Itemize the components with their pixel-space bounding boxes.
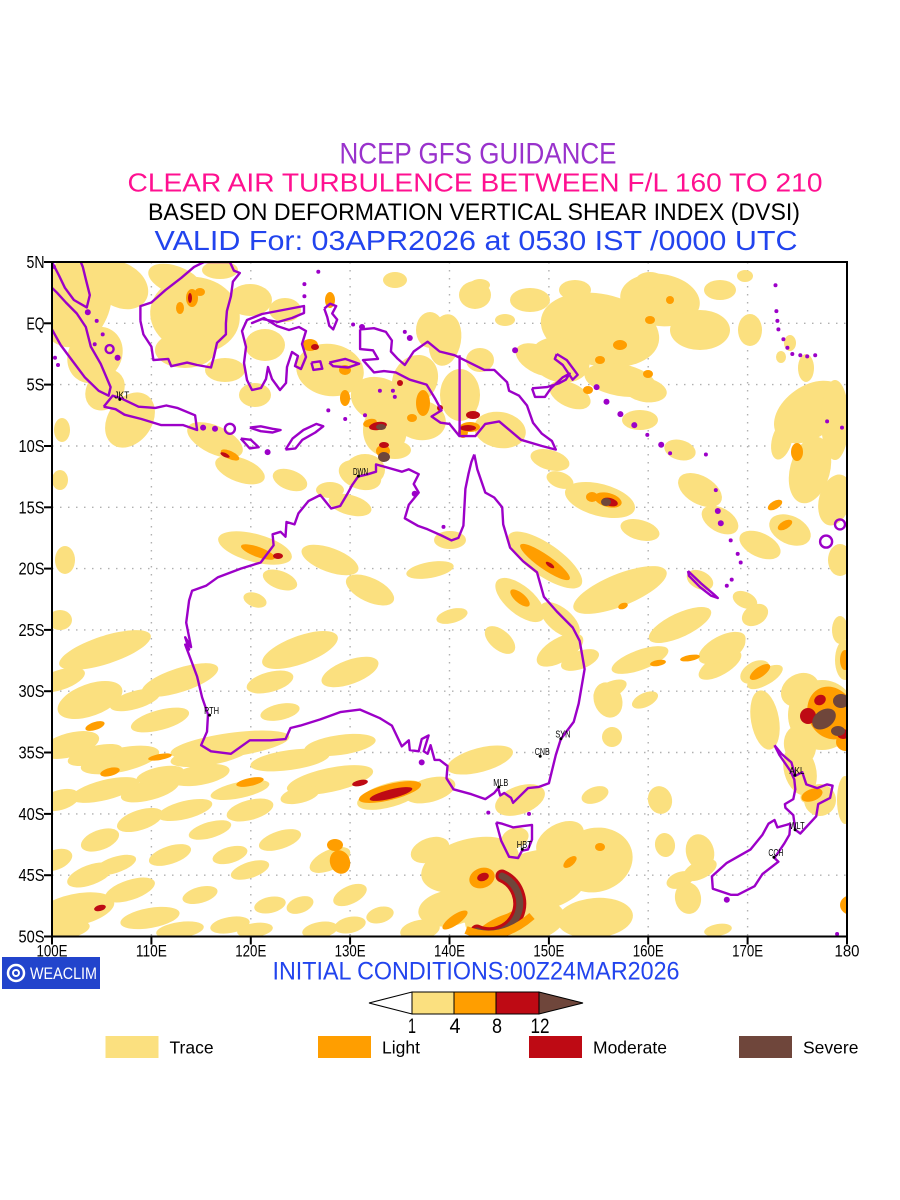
svg-text:JKT: JKT — [114, 390, 129, 401]
svg-text:110E: 110E — [136, 942, 167, 961]
svg-text:MLB: MLB — [493, 778, 508, 789]
svg-text:CLEAR AIR TURBULENCE BETWEEN F: CLEAR AIR TURBULENCE BETWEEN F/L 160 TO … — [128, 168, 823, 198]
svg-text:120E: 120E — [235, 942, 266, 961]
svg-text:SYN: SYN — [555, 730, 570, 741]
svg-text:CCH: CCH — [768, 848, 783, 859]
svg-text:Light: Light — [382, 1038, 420, 1058]
svg-text:100E: 100E — [37, 942, 68, 961]
svg-text:INITIAL CONDITIONS:00Z24MAR202: INITIAL CONDITIONS:00Z24MAR2026 — [273, 958, 680, 986]
svg-text:4: 4 — [450, 1015, 461, 1038]
svg-text:20S: 20S — [19, 559, 45, 579]
svg-text:5N: 5N — [27, 252, 45, 272]
svg-text:Severe: Severe — [803, 1038, 858, 1058]
svg-text:HBT: HBT — [517, 840, 532, 851]
svg-text:35S: 35S — [19, 743, 45, 763]
svg-text:VALID For: 03APR2026 at 0530 I: VALID For: 03APR2026 at 0530 IST /0000 U… — [155, 225, 798, 256]
svg-text:170E: 170E — [732, 942, 763, 961]
svg-text:NCEP GFS GUIDANCE: NCEP GFS GUIDANCE — [340, 138, 617, 171]
svg-text:EQ: EQ — [27, 313, 45, 333]
svg-text:40S: 40S — [19, 804, 45, 824]
svg-text:150E: 150E — [533, 942, 564, 961]
svg-text:30S: 30S — [19, 681, 45, 701]
svg-text:25S: 25S — [19, 620, 45, 640]
svg-text:AKL: AKL — [789, 766, 804, 777]
svg-text:50S: 50S — [19, 927, 45, 947]
svg-text:DWN: DWN — [353, 467, 368, 478]
svg-text:BASED ON DEFORMATION VERTICAL: BASED ON DEFORMATION VERTICAL SHEAR INDE… — [148, 199, 800, 226]
svg-text:PTH: PTH — [204, 706, 219, 717]
svg-text:160E: 160E — [633, 942, 664, 961]
svg-text:10S: 10S — [19, 436, 45, 456]
svg-text:5S: 5S — [27, 375, 45, 395]
svg-text:WEACLIM: WEACLIM — [30, 964, 97, 983]
svg-text:140E: 140E — [434, 942, 465, 961]
svg-text:CNB: CNB — [535, 747, 550, 758]
svg-text:45S: 45S — [19, 865, 45, 885]
svg-text:Moderate: Moderate — [593, 1038, 667, 1058]
svg-text:180: 180 — [835, 942, 860, 961]
svg-text:130E: 130E — [335, 942, 366, 961]
svg-text:WLT: WLT — [790, 821, 805, 832]
svg-text:Trace: Trace — [170, 1038, 214, 1058]
svg-text:15S: 15S — [19, 497, 45, 517]
svg-text:12: 12 — [531, 1015, 550, 1038]
svg-text:1: 1 — [408, 1015, 416, 1038]
svg-text:8: 8 — [492, 1015, 502, 1038]
